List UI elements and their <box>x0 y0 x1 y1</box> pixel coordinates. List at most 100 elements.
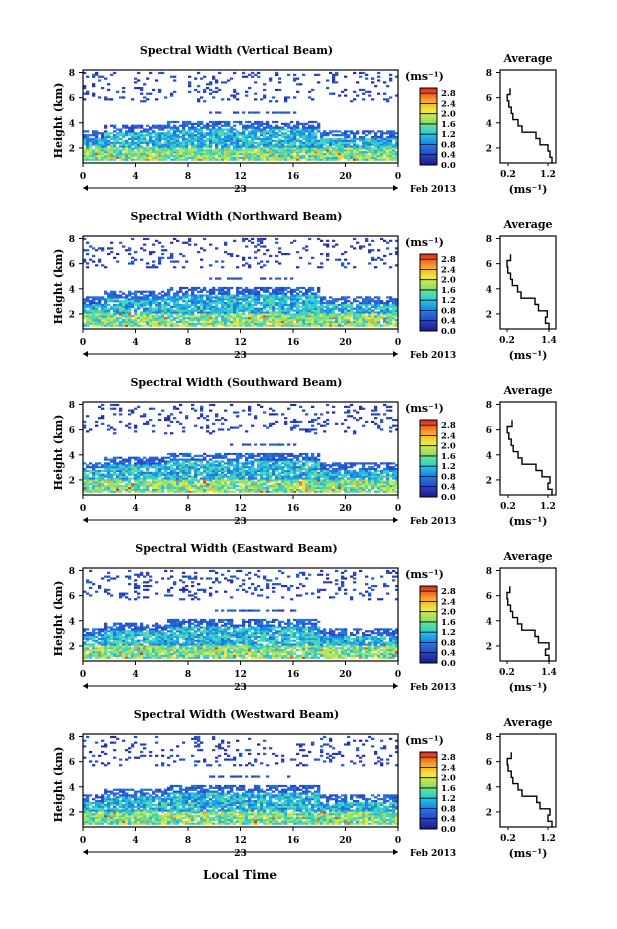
heatmap-cell <box>272 300 276 303</box>
heatmap-cell <box>260 130 264 133</box>
heatmap-cell <box>275 292 279 295</box>
heatmap-cell <box>239 143 243 146</box>
heatmap-cell <box>332 307 336 310</box>
heatmap-cell <box>314 305 318 308</box>
heatmap-cell <box>137 462 141 465</box>
heatmap-cell <box>161 143 165 146</box>
heatmap-cell <box>140 466 144 469</box>
heatmap-cell <box>260 124 264 127</box>
heatmap-cell <box>380 149 384 152</box>
heatmap-cell <box>92 247 96 250</box>
heatmap-cell <box>353 141 357 144</box>
heatmap-cell <box>347 139 351 142</box>
heatmap-cell <box>191 315 195 318</box>
heatmap-cell <box>242 137 246 141</box>
heatmap-cell <box>242 139 246 142</box>
heatmap-cell <box>272 298 276 301</box>
heatmap-cell <box>344 147 348 150</box>
heatmap-cell <box>134 424 138 427</box>
heatmap-cell <box>254 141 258 144</box>
heatmap-cell <box>236 120 240 124</box>
heatmap-cell <box>152 311 156 314</box>
heatmap-cell <box>356 296 360 299</box>
heatmap-cell <box>332 130 336 133</box>
heatmap-cell <box>104 124 108 127</box>
heatmap-cell <box>281 324 285 327</box>
heatmap-cell <box>371 313 375 316</box>
heatmap-cell <box>83 315 87 318</box>
heatmap-cell <box>287 111 291 114</box>
heatmap-cell <box>119 296 123 299</box>
heatmap-cell <box>326 156 330 159</box>
heatmap-cell <box>230 303 234 307</box>
heatmap-cell <box>299 315 303 318</box>
heatmap-cell <box>86 479 90 482</box>
heatmap-cell <box>137 158 141 161</box>
heatmap-cell <box>236 301 240 305</box>
heatmap-cell <box>323 137 327 141</box>
heatmap-cell <box>311 98 315 101</box>
heatmap-cell <box>137 79 141 82</box>
heatmap-cell <box>128 305 132 308</box>
heatmap-cell <box>107 147 111 150</box>
heatmap-cell <box>104 137 108 141</box>
heatmap-cell <box>92 469 96 473</box>
heatmap-cell <box>323 147 327 150</box>
heatmap-cell <box>197 154 201 158</box>
heatmap-cell <box>257 239 261 242</box>
heatmap-cell <box>92 483 96 486</box>
heatmap-cell <box>110 143 114 146</box>
heatmap-cell <box>152 466 156 469</box>
heatmap-cell <box>311 309 315 312</box>
heatmap-cell <box>203 132 207 135</box>
heatmap-cell <box>311 132 315 135</box>
heatmap-cell <box>167 156 171 159</box>
heatmap-cell <box>206 86 210 90</box>
x-tick-label: 4 <box>132 338 138 348</box>
heatmap-cell <box>221 132 225 135</box>
heatmap-cell <box>179 286 183 290</box>
heatmap-cell <box>308 317 312 320</box>
heatmap-cell <box>380 139 384 142</box>
heatmap-cell <box>278 307 282 310</box>
heatmap-cell <box>326 254 330 258</box>
heatmap-cell <box>344 156 348 159</box>
heatmap-cell <box>362 324 366 327</box>
heatmap-cell <box>257 318 261 322</box>
heatmap-cell <box>320 262 324 265</box>
heatmap-cell <box>146 462 150 465</box>
heatmap-cell <box>266 135 270 139</box>
heatmap-cell <box>248 156 252 159</box>
heatmap-cell <box>218 462 222 465</box>
x-tick-label: 12 <box>234 172 247 182</box>
heatmap-cell <box>125 460 129 463</box>
heatmap-cell <box>176 307 180 310</box>
heatmap-cell <box>386 300 390 303</box>
heatmap-cell <box>119 151 123 154</box>
heatmap-cell <box>281 288 285 291</box>
heatmap-cell <box>176 120 180 124</box>
heatmap-cell <box>311 307 315 310</box>
heatmap-cell <box>338 94 342 97</box>
heatmap-cell <box>332 77 336 80</box>
heatmap-cell <box>392 147 396 150</box>
heatmap-cell <box>194 288 198 291</box>
heatmap-cell <box>206 151 210 154</box>
heatmap-cell <box>134 407 138 410</box>
heatmap-cell <box>275 313 279 316</box>
heatmap-cell <box>170 473 174 476</box>
heatmap-cell <box>209 318 213 322</box>
heatmap-cell <box>200 311 204 314</box>
heatmap-cell <box>299 130 303 133</box>
heatmap-cell <box>182 126 186 129</box>
heatmap-cell <box>86 241 90 244</box>
heatmap-cell <box>206 466 210 469</box>
heatmap-cell <box>212 292 216 295</box>
heatmap-cell <box>392 313 396 316</box>
heatmap-cell <box>140 137 144 141</box>
heatmap-cell <box>143 100 147 103</box>
heatmap-cell <box>140 296 144 299</box>
heatmap-cell <box>380 313 384 316</box>
heatmap-cell <box>146 315 150 318</box>
heatmap-cell <box>389 152 393 156</box>
